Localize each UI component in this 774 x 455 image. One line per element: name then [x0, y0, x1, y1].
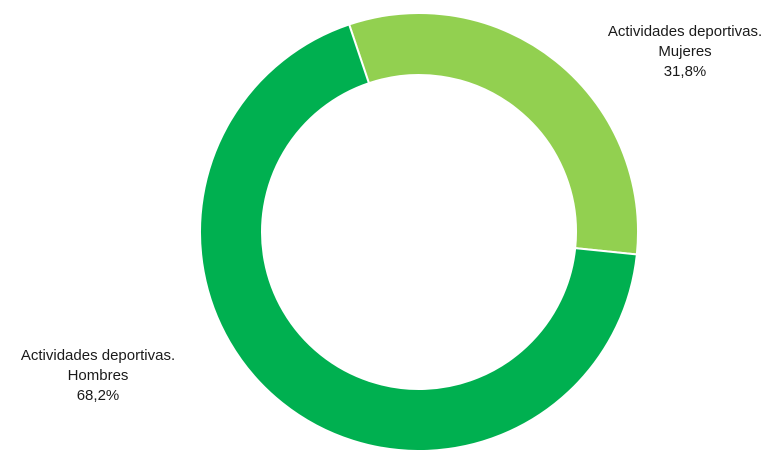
data-label-mujeres-value: 31,8%	[663, 63, 707, 80]
data-label-mujeres-line2: Mujeres	[658, 43, 712, 60]
data-label-mujeres-line1: Actividades deportivas.	[607, 23, 763, 40]
donut-slice-mujeres	[347, 12, 639, 256]
data-label-mujeres: Actividades deportivas. Mujeres 31,8%	[585, 22, 774, 82]
donut-slice-hombres	[199, 23, 638, 452]
data-label-hombres-line1: Actividades deportivas.	[20, 347, 176, 364]
data-label-hombres-value: 68,2%	[76, 387, 120, 404]
data-label-hombres-line2: Hombres	[67, 367, 129, 384]
data-label-hombres: Actividades deportivas. Hombres 68,2%	[0, 346, 196, 406]
